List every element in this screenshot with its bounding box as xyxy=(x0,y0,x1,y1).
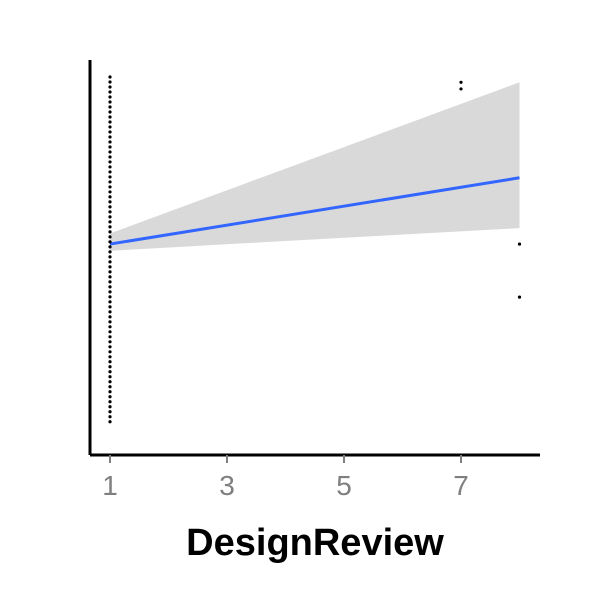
data-point xyxy=(108,210,112,214)
data-point xyxy=(108,335,112,339)
data-point xyxy=(108,380,112,384)
data-point xyxy=(108,115,112,119)
data-point xyxy=(108,160,112,164)
data-point xyxy=(108,165,112,169)
data-point xyxy=(108,415,112,419)
data-point xyxy=(108,185,112,189)
x-tick-label: 3 xyxy=(219,470,235,501)
data-point xyxy=(108,225,112,229)
x-tick-label: 7 xyxy=(453,470,469,501)
data-point xyxy=(459,80,463,84)
x-axis-title: DesignReview xyxy=(186,522,444,564)
data-point xyxy=(108,105,112,109)
data-point xyxy=(108,260,112,264)
data-point xyxy=(108,85,112,89)
data-point xyxy=(108,230,112,234)
data-point xyxy=(108,355,112,359)
data-point xyxy=(108,330,112,334)
data-point xyxy=(108,140,112,144)
data-point xyxy=(108,275,112,279)
trend-line xyxy=(109,176,520,246)
data-point xyxy=(108,285,112,289)
data-point xyxy=(108,340,112,344)
data-point xyxy=(108,180,112,184)
data-point xyxy=(108,320,112,324)
data-point xyxy=(108,130,112,134)
data-point xyxy=(108,360,112,364)
x-tick-label: 5 xyxy=(336,470,352,501)
data-point xyxy=(108,255,112,259)
data-point xyxy=(108,110,112,114)
data-point xyxy=(108,175,112,179)
data-point xyxy=(108,390,112,394)
data-point xyxy=(108,405,112,409)
data-point xyxy=(108,370,112,374)
data-point xyxy=(108,295,112,299)
data-point xyxy=(108,400,112,404)
data-point xyxy=(108,170,112,174)
data-point xyxy=(108,310,112,314)
data-point xyxy=(108,395,112,399)
data-point xyxy=(108,250,112,254)
data-point xyxy=(108,120,112,124)
data-point xyxy=(108,215,112,219)
data-point xyxy=(459,87,463,91)
confidence-ribbon xyxy=(110,82,520,251)
data-point xyxy=(108,345,112,349)
data-point xyxy=(108,150,112,154)
data-point xyxy=(108,280,112,284)
data-point xyxy=(108,350,112,354)
data-point xyxy=(108,305,112,309)
data-point xyxy=(108,365,112,369)
data-point xyxy=(108,200,112,204)
data-point xyxy=(108,410,112,414)
data-point xyxy=(108,80,112,84)
x-tick-label: 1 xyxy=(102,470,118,501)
data-point xyxy=(108,265,112,269)
data-point xyxy=(108,195,112,199)
data-point xyxy=(108,135,112,139)
data-point xyxy=(108,240,112,244)
data-point xyxy=(108,235,112,239)
data-point xyxy=(108,190,112,194)
data-point xyxy=(108,220,112,224)
data-point xyxy=(108,385,112,389)
data-point xyxy=(108,100,112,104)
data-point xyxy=(108,155,112,159)
data-point xyxy=(108,95,112,99)
data-point xyxy=(108,300,112,304)
data-point xyxy=(108,75,112,79)
data-point xyxy=(108,270,112,274)
data-point xyxy=(108,420,112,424)
data-point xyxy=(108,315,112,319)
data-point xyxy=(517,242,522,246)
data-point xyxy=(108,375,112,379)
data-point xyxy=(108,125,112,129)
data-point xyxy=(108,290,112,294)
data-point xyxy=(108,90,112,94)
data-point xyxy=(108,145,112,149)
data-point xyxy=(517,295,522,299)
data-point xyxy=(108,205,112,209)
data-point xyxy=(108,325,112,329)
data-point xyxy=(108,245,112,249)
